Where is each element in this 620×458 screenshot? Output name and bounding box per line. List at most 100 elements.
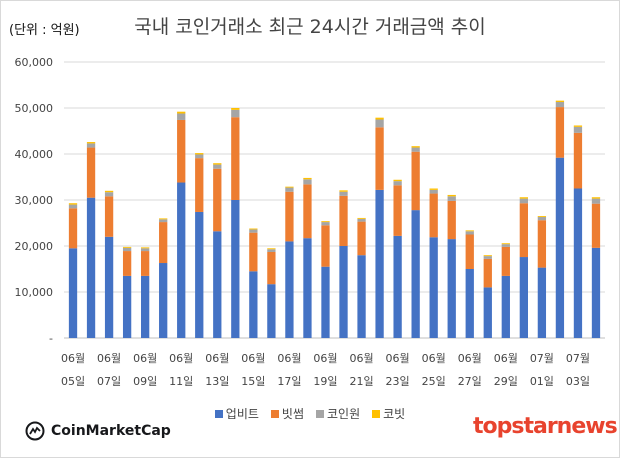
bar-segment xyxy=(375,119,384,128)
bar-segment xyxy=(141,251,150,276)
bar-segment xyxy=(573,126,583,133)
bar-segment xyxy=(411,146,420,148)
bar-segment xyxy=(159,263,168,338)
bar-segment xyxy=(357,218,366,222)
y-tick-label: 60,000 xyxy=(15,56,54,69)
bar-segment xyxy=(555,100,565,103)
bar-segment xyxy=(537,216,547,218)
bar-segment xyxy=(285,241,294,338)
bar-segment xyxy=(213,163,222,165)
bar-segment xyxy=(393,185,402,236)
bar-segment xyxy=(68,203,78,205)
topstarnews-logo: topstarnews xyxy=(473,414,618,439)
bar-segment xyxy=(357,255,366,338)
bar-segment xyxy=(159,219,168,223)
bar-segment xyxy=(267,249,276,252)
bar-segment xyxy=(285,186,294,188)
bar-segment xyxy=(177,111,186,114)
bar-segment xyxy=(86,142,96,144)
x-tick-label-month: 06월 xyxy=(349,352,373,365)
bar-segment xyxy=(429,188,438,190)
bar-segment xyxy=(86,197,96,338)
bar-segment xyxy=(339,195,348,246)
bar-segment xyxy=(104,192,114,197)
bar-segment xyxy=(501,246,510,276)
bar-segment xyxy=(465,230,474,232)
bar-segment xyxy=(339,190,348,192)
bar-segment xyxy=(321,266,330,338)
x-tick-label-day: 25일 xyxy=(422,374,446,388)
bar-segment xyxy=(537,267,547,338)
bar-segment xyxy=(285,191,294,242)
bar-segment xyxy=(321,222,330,226)
y-tick-label: 30,000 xyxy=(15,194,54,207)
x-tick-label-day: 21일 xyxy=(349,374,373,388)
x-tick-label-month: 07월 xyxy=(566,352,590,365)
bar-segment xyxy=(591,198,601,204)
bar-segment xyxy=(122,251,132,276)
coinmarketcap-icon xyxy=(25,421,45,441)
coinmarketcap-logo: CoinMarketCap xyxy=(25,421,171,441)
bar-segment xyxy=(393,181,402,186)
bar-segment xyxy=(447,194,456,197)
bar-segment xyxy=(483,256,492,259)
bar-segment xyxy=(591,247,601,338)
bar-segment xyxy=(573,188,583,338)
legend-swatch xyxy=(214,409,223,418)
bar-segment xyxy=(213,231,222,338)
legend-item: 코인원 xyxy=(316,405,360,422)
x-tick-label-day: 19일 xyxy=(313,374,337,388)
bar-segment xyxy=(249,228,258,230)
bar-segment xyxy=(375,117,384,120)
bar-segment xyxy=(519,198,528,204)
bar-segment xyxy=(141,248,150,252)
x-tick-label-day: 01일 xyxy=(530,374,554,388)
bar-segment xyxy=(483,258,492,288)
bar-segment xyxy=(537,217,547,221)
bar-segment xyxy=(231,108,240,110)
bar-segment xyxy=(195,158,204,212)
bar-segment xyxy=(483,255,492,257)
y-tick-label: 20,000 xyxy=(15,240,54,253)
y-tick-label: 10,000 xyxy=(15,286,54,299)
bar-segment xyxy=(501,275,510,338)
x-tick-label-month: 06월 xyxy=(494,352,518,365)
bar-segment xyxy=(267,248,276,250)
bar-segment xyxy=(375,127,384,190)
bar-segment xyxy=(303,177,312,180)
bar-segment xyxy=(141,247,150,249)
x-tick-label-month: 06월 xyxy=(458,352,482,365)
legend-swatch xyxy=(372,409,381,418)
x-tick-label-day: 09일 xyxy=(133,374,157,388)
x-tick-label-day: 15일 xyxy=(241,374,265,388)
bar-segment xyxy=(483,287,492,338)
x-tick-label-day: 27일 xyxy=(458,374,482,388)
bar-segment xyxy=(465,234,474,269)
bar-segment xyxy=(86,143,96,148)
bar-segment xyxy=(195,153,204,155)
bar-segment xyxy=(429,237,438,338)
bar-segment xyxy=(321,221,330,223)
bar-segment xyxy=(213,164,222,169)
bar-segment xyxy=(537,220,547,268)
legend-label: 업비트 xyxy=(225,407,259,421)
x-tick-label-day: 17일 xyxy=(277,374,301,388)
bar-segment xyxy=(591,203,601,248)
bar-segment xyxy=(231,109,240,118)
bar-segment xyxy=(267,284,276,338)
legend-item: 업비트 xyxy=(214,405,259,422)
x-tick-label-day: 03일 xyxy=(566,374,590,388)
bar-segment xyxy=(177,182,186,338)
bar-segment xyxy=(303,184,312,239)
bar-segment xyxy=(375,189,384,338)
bar-segment xyxy=(303,179,312,185)
bar-segment xyxy=(411,210,420,338)
bar-segment xyxy=(591,197,601,199)
bar-segment xyxy=(411,151,420,211)
legend-label: 코인원 xyxy=(327,407,361,421)
bar-segment xyxy=(465,269,474,338)
legend-swatch xyxy=(270,409,279,418)
bar-segment xyxy=(177,113,186,120)
bar-segment xyxy=(195,211,204,338)
